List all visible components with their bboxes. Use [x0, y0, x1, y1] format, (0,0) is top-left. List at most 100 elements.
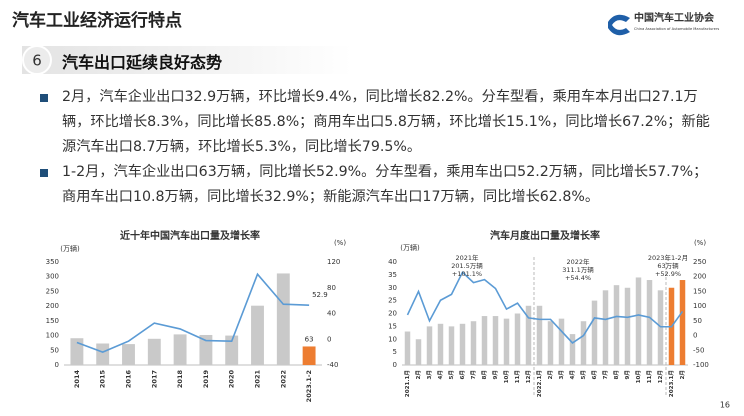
y2-tick-label: -40	[327, 361, 338, 369]
logo-subtext: China Association of Automobile Manufact…	[634, 27, 719, 31]
x-tick-label: 9月	[623, 370, 631, 380]
bar	[199, 334, 213, 365]
x-tick-label: 4月	[568, 370, 576, 380]
y-tick-label: 15	[388, 322, 397, 330]
x-tick-label: 7月	[469, 370, 477, 380]
bar	[580, 321, 587, 365]
bar	[481, 316, 488, 365]
bar	[251, 305, 264, 365]
annotation: +54.4%	[565, 274, 591, 282]
annotation: 63万辆	[657, 261, 679, 270]
x-tick-label: 11月	[513, 370, 521, 383]
logo-text: 中国汽车工业协会	[634, 11, 714, 24]
y2-tick-label: -100	[693, 361, 709, 369]
bar	[514, 313, 521, 365]
x-tick-label: 2015	[99, 370, 107, 389]
x-tick-label: 3月	[425, 370, 433, 380]
annotation: 2023年1-2月	[648, 253, 688, 262]
x-tick-label: 10月	[502, 370, 510, 383]
x-tick-label: 5月	[579, 370, 587, 380]
x-tick-label: 8月	[480, 370, 488, 380]
bar	[147, 338, 161, 365]
bar	[122, 344, 135, 365]
x-tick-label: 6月	[590, 370, 598, 380]
x-tick-label: 2月	[414, 370, 422, 380]
x-tick-label: 2019	[202, 370, 210, 389]
bar	[657, 290, 664, 365]
y2-tick-label: -50	[693, 346, 704, 354]
y-tick-label: 200	[46, 302, 59, 310]
bar	[448, 326, 455, 365]
y-tick-label: 25	[388, 297, 397, 305]
bar	[437, 323, 444, 365]
x-tick-label: 9月	[491, 370, 499, 380]
x-tick-label: 2016	[125, 370, 133, 389]
x-tick-label: 2月	[678, 370, 686, 380]
x-tick-label: 2017	[150, 370, 158, 388]
x-tick-label: 2月	[546, 370, 554, 380]
bar	[679, 280, 686, 365]
y-tick-label: 0	[55, 361, 59, 369]
x-tick-label: 2021.1月	[403, 370, 411, 397]
y-tick-label: 40	[388, 258, 397, 266]
bar	[470, 321, 477, 365]
x-tick-label: 6月	[458, 370, 466, 380]
x-tick-label: 2018	[176, 370, 184, 389]
chart-title: 汽车月度出口量及增长率	[490, 229, 600, 242]
bar	[415, 339, 422, 365]
bar	[525, 305, 532, 365]
y2-tick-label: 200	[693, 273, 706, 281]
chart-title: 近十年中国汽车出口量及增长率	[120, 229, 260, 242]
y2-axis-unit: (%)	[694, 239, 706, 247]
bullet-marker	[40, 169, 48, 177]
annotation: 2022年	[566, 257, 590, 266]
section-band	[22, 46, 352, 74]
x-tick-label: 3月	[557, 370, 565, 380]
bar	[302, 346, 316, 365]
x-tick-label: 8月	[612, 370, 620, 380]
annotation: +101.1%	[452, 270, 482, 278]
x-tick-label: 2023.1月	[667, 370, 675, 397]
x-tick-label: 12月	[656, 370, 664, 383]
bar	[613, 285, 620, 365]
bar	[492, 316, 499, 365]
y-axis-unit: (万辆)	[60, 244, 80, 253]
x-tick-label: 2020	[228, 370, 236, 389]
x-tick-label: 2014	[73, 370, 81, 389]
bar	[646, 280, 653, 365]
bar	[225, 335, 239, 365]
y2-tick-label: 100	[693, 302, 706, 310]
growth-line	[76, 272, 310, 353]
bar	[558, 318, 565, 365]
bullet-marker	[40, 94, 48, 102]
bar	[569, 334, 576, 365]
y2-tick-label: 40	[327, 310, 336, 318]
y-tick-label: 0	[393, 361, 397, 369]
bar	[536, 305, 543, 365]
bullet: 2月，汽车企业出口32.9万辆，环比增长9.4%，同比增长82.2%。分车型看，…	[40, 85, 720, 160]
bullet: 1-2月，汽车企业出口63万辆，同比增长52.9%。分车型看，乘用车出口52.2…	[40, 160, 720, 210]
section-number: 6	[32, 52, 42, 70]
y2-tick-label: 250	[693, 258, 706, 266]
x-tick-label: 2021	[254, 370, 262, 389]
bar	[547, 321, 554, 365]
bar	[635, 277, 642, 365]
bullet-text: 2月，汽车企业出口32.9万辆，环比增长9.4%，同比增长82.2%。分车型看，…	[62, 89, 710, 155]
bar	[602, 290, 609, 365]
y-tick-label: 350	[46, 258, 59, 266]
y2-tick-label: 80	[327, 284, 336, 292]
bar	[70, 338, 84, 365]
bar	[404, 331, 411, 365]
bar	[426, 326, 433, 365]
x-tick-label: 2022.1月	[535, 370, 543, 397]
x-tick-label: 12月	[524, 370, 532, 383]
page-number: 16	[720, 401, 730, 410]
annotation: 2021年	[455, 253, 479, 262]
y-tick-label: 50	[50, 346, 59, 354]
section-title: 汽车出口延续良好态势	[62, 53, 223, 72]
x-tick-label: 2023.1-2	[305, 370, 313, 402]
annotation: 311.1万辆	[562, 265, 594, 274]
bar	[276, 273, 290, 365]
